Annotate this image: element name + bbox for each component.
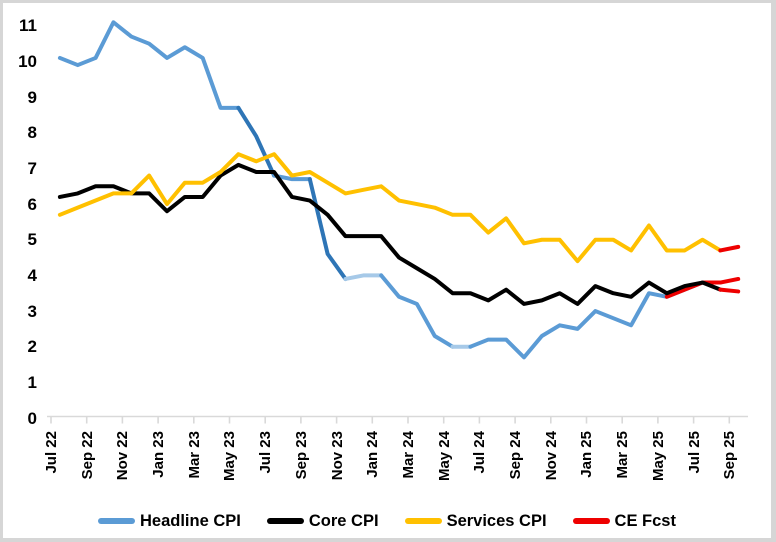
- x-axis-label: Mar 24: [399, 431, 417, 479]
- headline-cpi-line: [468, 280, 723, 360]
- x-axis-label: Nov 24: [542, 431, 560, 481]
- headline-cpi-line: [379, 273, 455, 349]
- y-axis-label: 4: [27, 265, 37, 285]
- x-axis-label: Mar 23: [185, 431, 203, 479]
- y-axis-label: 2: [27, 337, 37, 357]
- y-axis-label: 6: [27, 194, 37, 214]
- x-axis-label: Sep 24: [507, 431, 524, 480]
- x-axis-label: Sep 22: [78, 431, 96, 480]
- legend-item-headline-cpi: Headline CPI: [98, 512, 241, 531]
- x-axis-label: Jan 25: [578, 431, 596, 478]
- x-axis-label: Sep 25: [721, 431, 739, 480]
- y-axis-label: 8: [27, 123, 37, 143]
- x-axis-label: Jan 24: [364, 431, 382, 478]
- x-axis-label: Mar 25: [614, 431, 632, 479]
- y-axis-label: 5: [27, 230, 37, 250]
- y-axis-label: 10: [18, 52, 37, 71]
- legend-label-ce-fcst: CE Fcst: [614, 511, 676, 530]
- y-axis-label: 3: [27, 301, 37, 321]
- x-axis-label: May 24: [435, 431, 453, 482]
- ce-fcst-line-swatch: [572, 518, 610, 524]
- legend-item-services-cpi: Services CPI: [404, 511, 547, 531]
- y-axis-label: 0: [27, 408, 37, 428]
- y-axis-label: 7: [27, 158, 37, 178]
- x-axis-label: Jul 23: [257, 431, 275, 474]
- headline-cpi-line: [57, 20, 241, 110]
- x-axis-label: Nov 22: [114, 431, 132, 481]
- headline-cpi-line: [272, 173, 312, 182]
- x-axis-label: May 23: [221, 431, 239, 482]
- services-cpi-line: [57, 152, 723, 264]
- y-axis-label: 11: [19, 16, 37, 36]
- legend-label-headline-cpi: Headline CPI: [140, 511, 241, 530]
- x-axis-label: Jul 25: [685, 431, 703, 474]
- x-axis-label: May 25: [649, 431, 667, 482]
- core-cpi-line-swatch: [266, 518, 304, 524]
- ce-fcst-line: [718, 244, 741, 253]
- headline-cpi-line: [236, 105, 277, 178]
- ce-fcst-line: [718, 287, 741, 294]
- y-axis-label: 9: [27, 87, 37, 107]
- legend-label-core-cpi: Core CPI: [308, 511, 379, 530]
- core-cpi-line: [57, 162, 723, 306]
- x-axis-label: Jul 22: [42, 431, 60, 474]
- chart-legend: Headline CPI Core CPI Services CPI CE Fc…: [3, 504, 771, 538]
- legend-item-core-cpi: Core CPI: [266, 511, 379, 531]
- services-cpi-line-swatch: [404, 518, 442, 524]
- headline-cpi-line-swatch: [98, 518, 135, 524]
- x-axis-label: Nov 23: [328, 431, 346, 481]
- x-axis-label: Sep 23: [292, 431, 310, 480]
- y-axis-label: 1: [27, 372, 37, 392]
- x-axis-label: Jan 23: [150, 431, 167, 478]
- x-axis-label: Jul 24: [471, 431, 489, 474]
- headline-cpi-line: [343, 273, 384, 281]
- cpi-line-chart-canvas: [47, 20, 748, 424]
- legend-item-ce-fcst: CE Fcst: [572, 511, 676, 531]
- legend-label-services-cpi: Services CPI: [446, 511, 547, 530]
